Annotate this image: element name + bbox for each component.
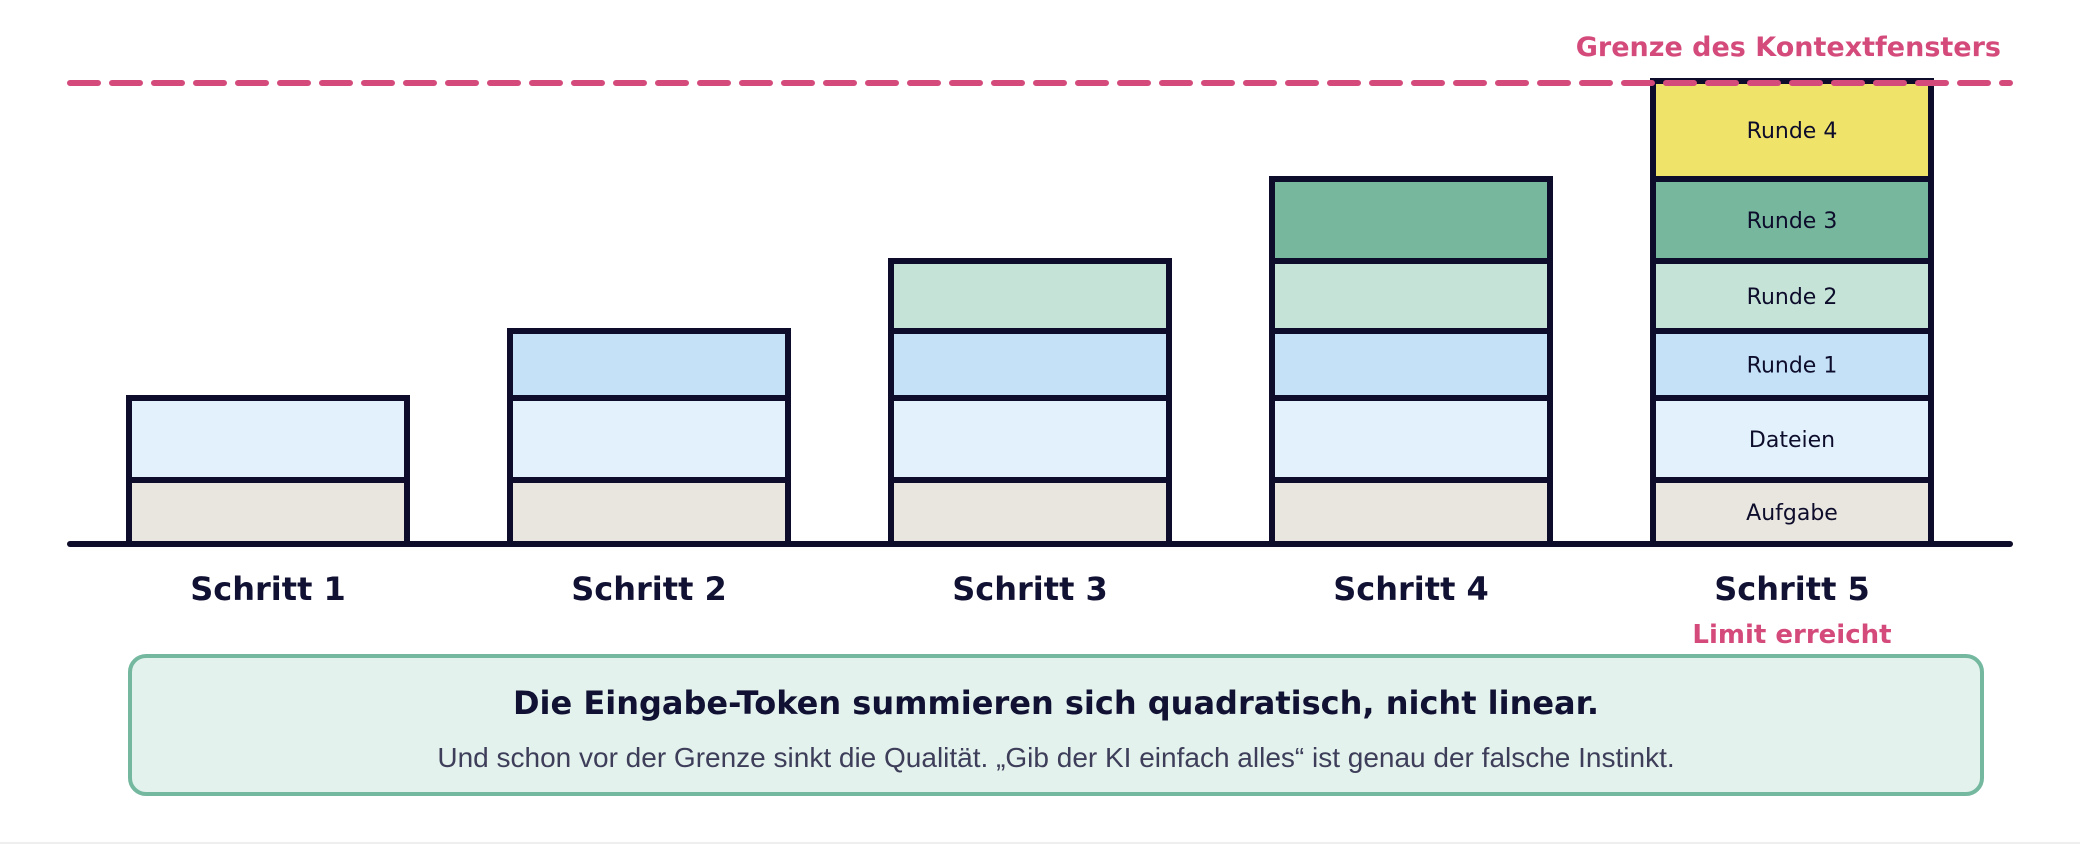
bar-segment-dateien — [507, 395, 791, 483]
bar-segment-runde1 — [1269, 328, 1553, 401]
bars-layer — [126, 78, 1934, 547]
summary-box: Die Eingabe-Token summieren sich quadrat… — [128, 654, 1984, 796]
bar-stack — [507, 328, 791, 547]
limit-reached-label: Limit erreicht — [1692, 620, 1891, 650]
bar-stack — [1269, 176, 1553, 547]
bar-segment-runde1 — [888, 328, 1172, 401]
bar-segment-runde4 — [1650, 78, 1934, 182]
bar-stack — [888, 258, 1172, 547]
bar-stack — [1650, 78, 1934, 547]
bar-segment-dateien — [888, 395, 1172, 483]
bar-segment-runde1 — [507, 328, 791, 401]
bar-segment-aufgabe — [507, 477, 791, 547]
segment-label-runde1: Runde 1 — [1747, 354, 1838, 379]
context-limit-label: Grenze des Kontextfensters — [1576, 32, 2001, 63]
summary-subtitle: Und schon vor der Grenze sinkt die Quali… — [437, 742, 1675, 773]
footer-divider — [0, 842, 2080, 844]
bar-segment-runde2 — [888, 258, 1172, 334]
step-label: Schritt 1 — [190, 570, 346, 608]
bar-segment-runde3 — [1269, 176, 1553, 264]
summary-title: Die Eingabe-Token summieren sich quadrat… — [512, 684, 1600, 722]
step-label: Schritt 5 — [1714, 570, 1870, 608]
bar-stack — [126, 395, 410, 547]
labels-layer: Schritt 1 Schritt 2 Schritt 3 Schritt 4 Aufg… — [190, 119, 1891, 650]
segment-label-dateien: Dateien — [1749, 428, 1835, 453]
bar-segment-dateien — [1269, 395, 1553, 483]
step-label: Schritt 2 — [571, 570, 727, 608]
segment-label-aufgabe: Aufgabe — [1746, 501, 1838, 526]
segment-label-runde4: Runde 4 — [1747, 119, 1838, 144]
step-label: Schritt 4 — [1333, 570, 1489, 608]
step-label: Schritt 3 — [952, 570, 1108, 608]
bar-segment-dateien — [1650, 395, 1934, 483]
context-stack-diagram: Grenze des Kontextfensters Schritt 1 Schr… — [67, 32, 2013, 650]
bar-segment-aufgabe — [888, 477, 1172, 547]
segment-label-runde3: Runde 3 — [1747, 209, 1838, 234]
bar-segment-aufgabe — [1269, 477, 1553, 547]
bar-segment-aufgabe — [126, 477, 410, 547]
bar-segment-runde2 — [1269, 258, 1553, 334]
bar-segment-runde2 — [1650, 258, 1934, 334]
segment-label-runde2: Runde 2 — [1747, 285, 1838, 310]
bar-segment-dateien — [126, 395, 410, 483]
